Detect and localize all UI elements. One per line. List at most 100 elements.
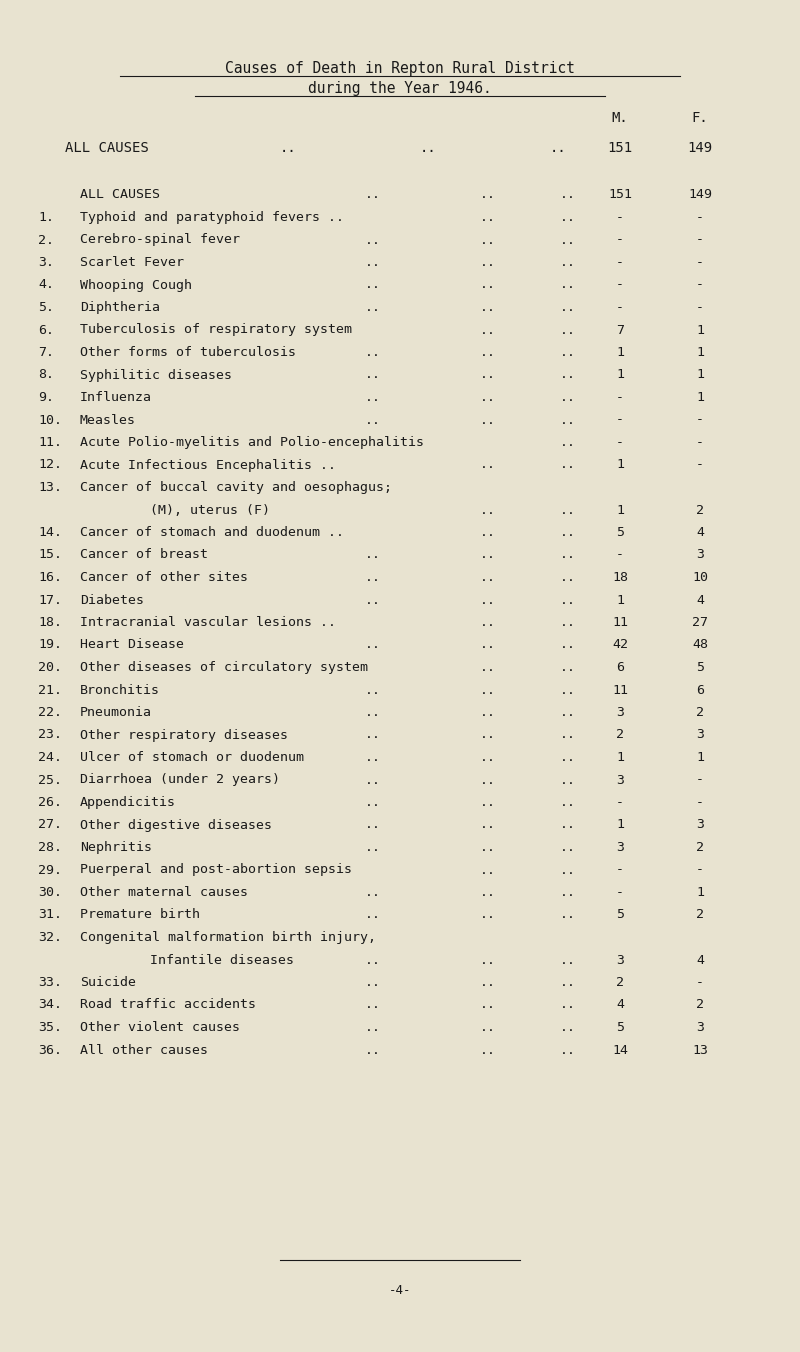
Text: 2: 2 — [696, 999, 704, 1011]
Text: ..: .. — [560, 571, 576, 584]
Text: Diphtheria: Diphtheria — [80, 301, 160, 314]
Text: ..: .. — [560, 886, 576, 899]
Text: -: - — [696, 414, 704, 426]
Text: Typhoid and paratyphoid fevers ..: Typhoid and paratyphoid fevers .. — [80, 211, 344, 224]
Text: ..: .. — [560, 818, 576, 831]
Text: 151: 151 — [607, 141, 633, 155]
Text: Other diseases of circulatory system: Other diseases of circulatory system — [80, 661, 368, 675]
Text: ..: .. — [480, 953, 496, 967]
Text: 1: 1 — [616, 750, 624, 764]
Text: ..: .. — [560, 999, 576, 1011]
Text: -: - — [616, 234, 624, 246]
Text: 4.: 4. — [38, 279, 54, 292]
Text: ..: .. — [480, 323, 496, 337]
Text: Other digestive diseases: Other digestive diseases — [80, 818, 272, 831]
Text: ..: .. — [560, 773, 576, 787]
Text: ..: .. — [365, 549, 381, 561]
Text: -: - — [696, 234, 704, 246]
Text: -: - — [616, 549, 624, 561]
Text: 5: 5 — [696, 661, 704, 675]
Text: ..: .. — [365, 391, 381, 404]
Text: Acute Polio-myelitis and Polio-encephalitis: Acute Polio-myelitis and Polio-encephali… — [80, 435, 424, 449]
Text: ..: .. — [480, 301, 496, 314]
Text: 5: 5 — [616, 909, 624, 922]
Text: (M), uterus (F): (M), uterus (F) — [150, 503, 270, 516]
Text: 26.: 26. — [38, 796, 62, 808]
Text: Cancer of breast: Cancer of breast — [80, 549, 208, 561]
Text: 3: 3 — [616, 953, 624, 967]
Text: 1: 1 — [616, 503, 624, 516]
Text: 3: 3 — [696, 818, 704, 831]
Text: 1.: 1. — [38, 211, 54, 224]
Text: ..: .. — [365, 841, 381, 854]
Text: ..: .. — [560, 234, 576, 246]
Text: ..: .. — [560, 435, 576, 449]
Text: ..: .. — [480, 346, 496, 360]
Text: ..: .. — [480, 638, 496, 652]
Text: ..: .. — [560, 909, 576, 922]
Text: ..: .. — [560, 594, 576, 607]
Text: 1: 1 — [696, 346, 704, 360]
Text: Other maternal causes: Other maternal causes — [80, 886, 248, 899]
Text: ..: .. — [365, 750, 381, 764]
Text: ..: .. — [560, 256, 576, 269]
Text: ..: .. — [365, 999, 381, 1011]
Text: ..: .. — [365, 953, 381, 967]
Text: ..: .. — [365, 234, 381, 246]
Text: ..: .. — [480, 750, 496, 764]
Text: 149: 149 — [687, 141, 713, 155]
Text: ..: .. — [480, 796, 496, 808]
Text: 17.: 17. — [38, 594, 62, 607]
Text: ..: .. — [365, 594, 381, 607]
Text: 16.: 16. — [38, 571, 62, 584]
Text: Cerebro-spinal fever: Cerebro-spinal fever — [80, 234, 240, 246]
Text: 3: 3 — [696, 729, 704, 741]
Text: ..: .. — [365, 414, 381, 426]
Text: 18.: 18. — [38, 617, 62, 629]
Text: Road traffic accidents: Road traffic accidents — [80, 999, 256, 1011]
Text: ..: .. — [560, 684, 576, 696]
Text: Tuberculosis of respiratory system: Tuberculosis of respiratory system — [80, 323, 352, 337]
Text: Nephritis: Nephritis — [80, 841, 152, 854]
Text: 3: 3 — [696, 549, 704, 561]
Text: 36.: 36. — [38, 1044, 62, 1056]
Text: -: - — [616, 279, 624, 292]
Text: Diabetes: Diabetes — [80, 594, 144, 607]
Text: Premature birth: Premature birth — [80, 909, 200, 922]
Text: ..: .. — [560, 953, 576, 967]
Text: ALL CAUSES: ALL CAUSES — [65, 141, 149, 155]
Text: 15.: 15. — [38, 549, 62, 561]
Text: ..: .. — [480, 211, 496, 224]
Text: 3: 3 — [616, 773, 624, 787]
Text: ..: .. — [480, 1044, 496, 1056]
Text: ..: .. — [365, 369, 381, 381]
Text: 8.: 8. — [38, 369, 54, 381]
Text: Intracranial vascular lesions ..: Intracranial vascular lesions .. — [80, 617, 336, 629]
Text: 3: 3 — [616, 706, 624, 719]
Text: ..: .. — [365, 796, 381, 808]
Text: ..: .. — [560, 1021, 576, 1034]
Text: ..: .. — [480, 571, 496, 584]
Text: ..: .. — [365, 886, 381, 899]
Text: 34.: 34. — [38, 999, 62, 1011]
Text: Pneumonia: Pneumonia — [80, 706, 152, 719]
Text: ..: .. — [480, 414, 496, 426]
Text: ..: .. — [560, 729, 576, 741]
Text: 10: 10 — [692, 571, 708, 584]
Text: 35.: 35. — [38, 1021, 62, 1034]
Text: 19.: 19. — [38, 638, 62, 652]
Text: -: - — [616, 211, 624, 224]
Text: 10.: 10. — [38, 414, 62, 426]
Text: 20.: 20. — [38, 661, 62, 675]
Text: Suicide: Suicide — [80, 976, 136, 990]
Text: M.: M. — [612, 111, 628, 124]
Text: Infantile diseases: Infantile diseases — [150, 953, 294, 967]
Text: ..: .. — [480, 773, 496, 787]
Text: -4-: -4- — [389, 1283, 411, 1297]
Text: 1: 1 — [696, 323, 704, 337]
Text: -: - — [696, 301, 704, 314]
Text: 11.: 11. — [38, 435, 62, 449]
Text: ..: .. — [480, 729, 496, 741]
Text: 32.: 32. — [38, 932, 62, 944]
Text: 2: 2 — [616, 729, 624, 741]
